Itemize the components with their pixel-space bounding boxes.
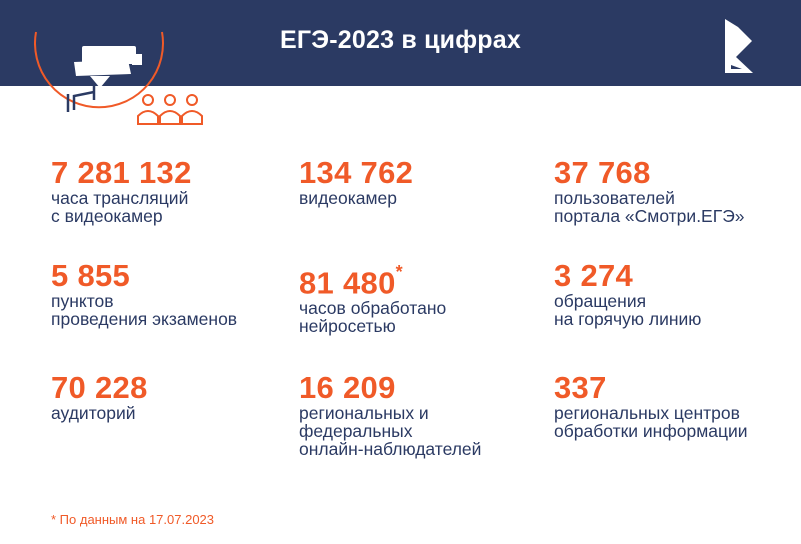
stat-hotline-requests: 3 274 обращения на горячую линию bbox=[554, 258, 702, 329]
stat-label-line1: региональных центров bbox=[554, 403, 740, 423]
stat-label-line1: пунктов bbox=[51, 291, 114, 311]
stat-value: 70 228 bbox=[51, 370, 148, 405]
stat-label-line2: на горячую линию bbox=[554, 309, 702, 329]
stat-value: 337 bbox=[554, 370, 607, 405]
stat-value: 7 281 132 bbox=[51, 155, 192, 190]
stat-label-line2: проведения экзаменов bbox=[51, 309, 238, 329]
stat-portal-users: 37 768 пользователей портала «Смотри.ЕГЭ… bbox=[554, 155, 745, 226]
stat-label-line3: онлайн-наблюдателей bbox=[299, 439, 482, 459]
stat-label-line1: часа трансляций bbox=[51, 188, 189, 208]
footnote: * По данным на 17.07.2023 bbox=[51, 512, 215, 527]
stat-online-observers: 16 209 региональных и федеральных онлайн… bbox=[299, 370, 482, 459]
stat-label-line2: обработки информации bbox=[554, 421, 748, 441]
surveillance-camera-icon bbox=[34, 31, 203, 125]
stat-classrooms: 70 228 аудиторий bbox=[51, 370, 148, 423]
header-bar: ЕГЭ-2023 в цифрах bbox=[0, 0, 801, 86]
stat-exam-points: 5 855 пунктов проведения экзаменов bbox=[51, 258, 238, 329]
stat-value: 134 762 bbox=[299, 155, 414, 190]
stat-neural-hours: 81 480* часов обработано нейросетью bbox=[299, 260, 446, 335]
stat-value: 81 480 bbox=[299, 265, 396, 301]
brand-logo-icon bbox=[725, 19, 753, 73]
stat-value: 16 209 bbox=[299, 370, 396, 405]
stat-value: 3 274 bbox=[554, 258, 634, 293]
stat-value-wrap: 81 480* bbox=[299, 260, 446, 299]
people-icon bbox=[137, 94, 203, 125]
stat-label-line2: нейросетью bbox=[299, 316, 396, 337]
stat-label-line1: часов обработано bbox=[299, 298, 447, 319]
stat-label-line1: региональных и bbox=[299, 403, 429, 423]
stat-processing-centers: 337 региональных центров обработки инфор… bbox=[554, 370, 748, 441]
stat-value: 37 768 bbox=[554, 155, 651, 190]
stat-label-line1: обращения bbox=[554, 291, 647, 311]
stat-label-line1: видеокамер bbox=[299, 188, 398, 208]
stat-cameras: 134 762 видеокамер bbox=[299, 155, 414, 208]
stat-label-line1: аудиторий bbox=[51, 403, 136, 423]
footnote-marker: * bbox=[395, 262, 403, 282]
stat-value: 5 855 bbox=[51, 258, 131, 293]
stat-video-hours: 7 281 132 часа трансляций с видеокамер bbox=[51, 155, 192, 226]
stat-label-line2: с видеокамер bbox=[51, 206, 163, 226]
stat-label-line2: федеральных bbox=[299, 421, 413, 441]
stat-label-line1: пользователей bbox=[554, 188, 675, 208]
stat-label-line2: портала «Смотри.ЕГЭ» bbox=[554, 206, 745, 226]
page-title: ЕГЭ-2023 в цифрах bbox=[280, 26, 521, 54]
